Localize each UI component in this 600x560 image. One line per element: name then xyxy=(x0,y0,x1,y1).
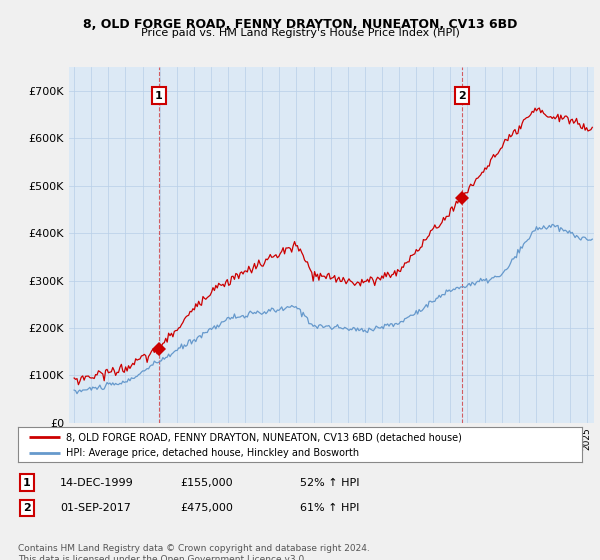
Text: 8, OLD FORGE ROAD, FENNY DRAYTON, NUNEATON, CV13 6BD: 8, OLD FORGE ROAD, FENNY DRAYTON, NUNEAT… xyxy=(83,18,517,31)
Text: HPI: Average price, detached house, Hinckley and Bosworth: HPI: Average price, detached house, Hinc… xyxy=(66,449,359,458)
Text: £475,000: £475,000 xyxy=(180,503,233,513)
Text: 52% ↑ HPI: 52% ↑ HPI xyxy=(300,478,359,488)
Text: Price paid vs. HM Land Registry's House Price Index (HPI): Price paid vs. HM Land Registry's House … xyxy=(140,28,460,38)
Text: 1: 1 xyxy=(23,478,31,488)
Text: 2: 2 xyxy=(23,503,31,513)
Text: Contains HM Land Registry data © Crown copyright and database right 2024.
This d: Contains HM Land Registry data © Crown c… xyxy=(18,544,370,560)
Text: 1: 1 xyxy=(155,91,163,101)
Text: 8, OLD FORGE ROAD, FENNY DRAYTON, NUNEATON, CV13 6BD (detached house): 8, OLD FORGE ROAD, FENNY DRAYTON, NUNEAT… xyxy=(66,432,462,442)
Text: £155,000: £155,000 xyxy=(180,478,233,488)
Text: 61% ↑ HPI: 61% ↑ HPI xyxy=(300,503,359,513)
Text: 2: 2 xyxy=(458,91,466,101)
Text: 01-SEP-2017: 01-SEP-2017 xyxy=(60,503,131,513)
Text: 14-DEC-1999: 14-DEC-1999 xyxy=(60,478,134,488)
